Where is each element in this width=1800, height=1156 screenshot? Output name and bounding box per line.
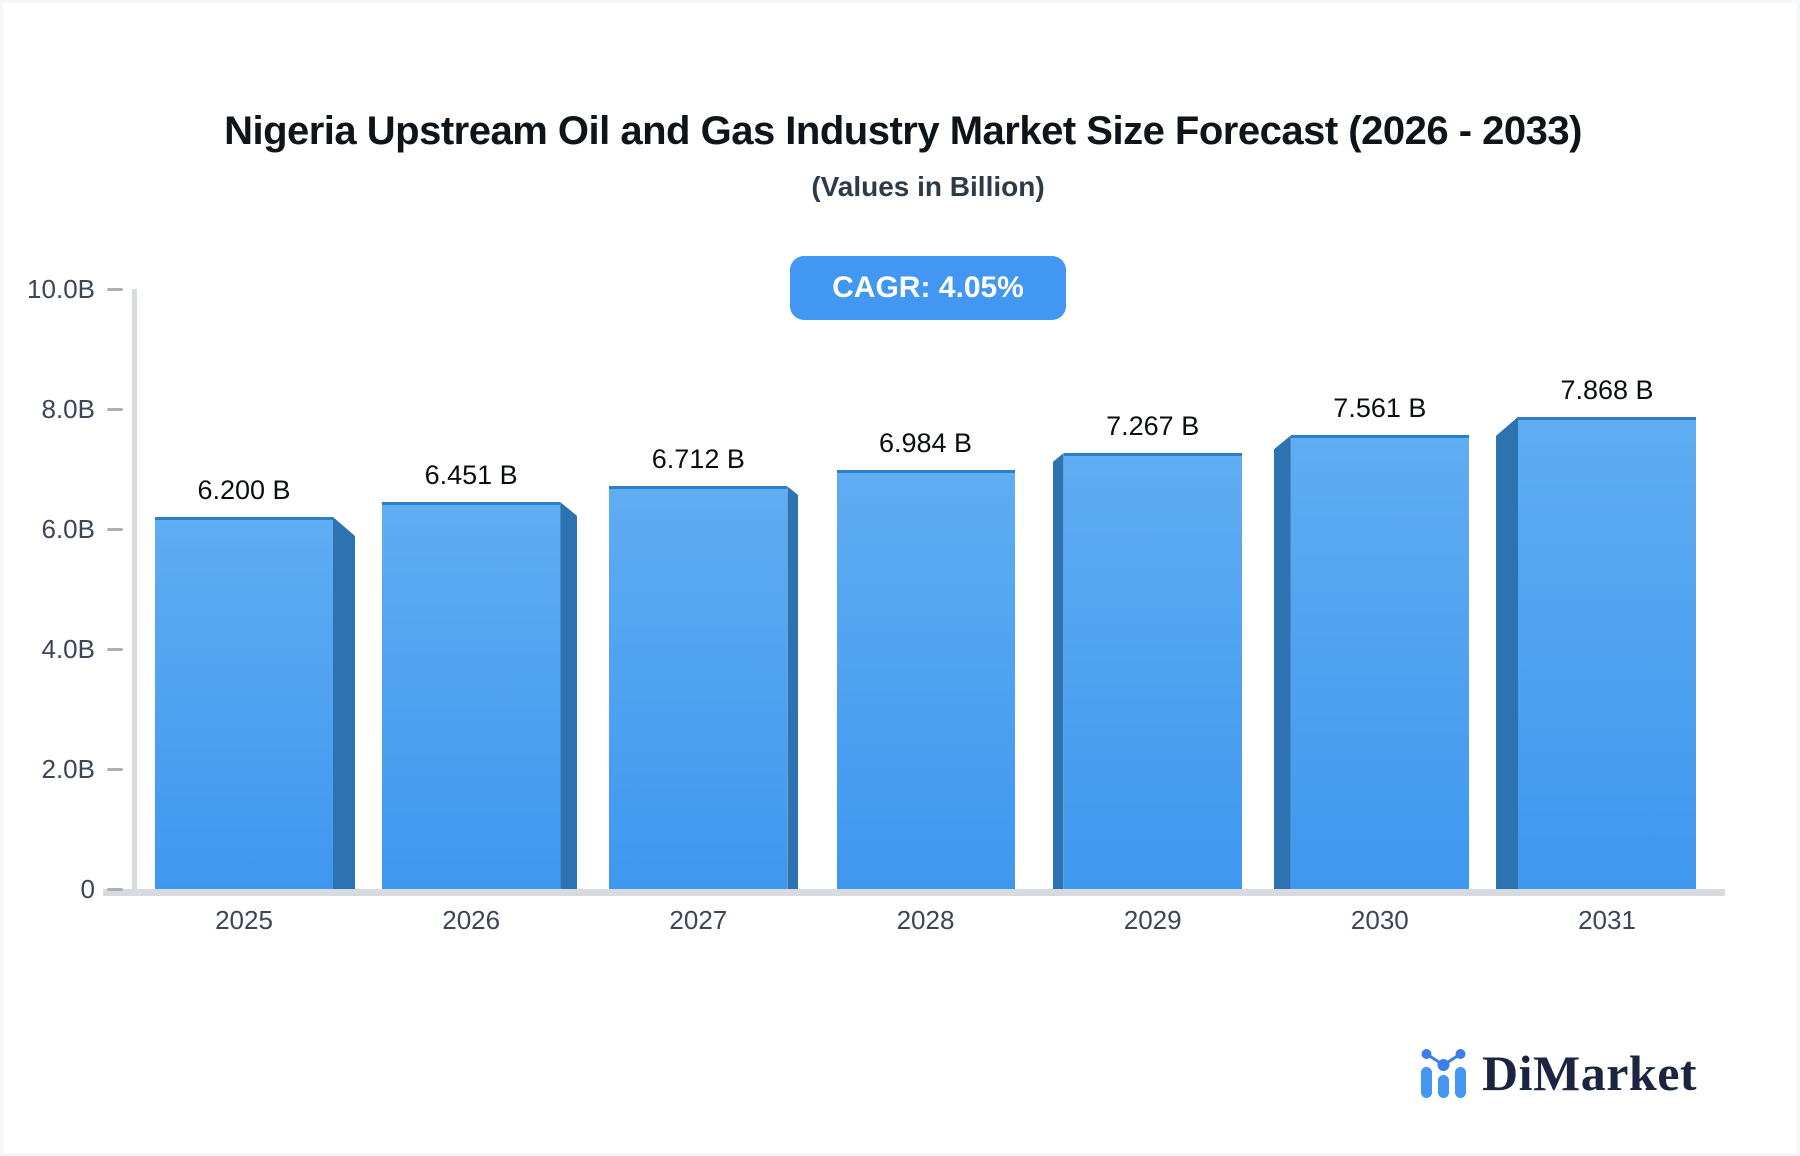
x-axis-label: 2027: [669, 905, 728, 935]
y-axis-label: 10.0B: [27, 274, 95, 304]
bar-value-label: 6.712 B: [651, 444, 745, 475]
bar-face[interactable]: [382, 501, 561, 889]
dimarket-logo: DiMarket: [1418, 1041, 1698, 1105]
bar-3d-side: [333, 517, 355, 889]
bar-3d-side: [1273, 435, 1291, 889]
y-axis-label: 4.0B: [41, 634, 96, 664]
bar-3d-side: [560, 501, 578, 889]
x-axis-label: 2026: [442, 905, 501, 935]
x-axis-label: 2030: [1350, 905, 1409, 935]
bar-face[interactable]: [155, 517, 333, 889]
y-axis-label: 0: [80, 874, 95, 904]
bar-3d-side: [1496, 416, 1519, 889]
bar-face[interactable]: [609, 486, 788, 889]
chart-title: Nigeria Upstream Oil and Gas Industry Ma…: [224, 109, 1582, 153]
y-axis-tick: [107, 888, 123, 891]
y-axis-tick: [107, 408, 123, 411]
bar-value-label: 7.561 B: [1333, 393, 1427, 424]
bar-3d-side: [787, 486, 799, 889]
x-axis-line: [103, 889, 1725, 896]
cagr-badge-label: CAGR: 4.05%: [832, 271, 1024, 304]
x-axis-label: 2031: [1578, 905, 1636, 935]
y-axis-tick: [107, 768, 123, 771]
bar-face[interactable]: [1063, 452, 1242, 889]
x-axis-label: 2029: [1123, 905, 1182, 935]
bar-face[interactable]: [1290, 435, 1469, 889]
cagr-badge: CAGR: 4.05%: [790, 256, 1066, 320]
bar-3d-side: [1052, 452, 1064, 889]
y-axis-label: 2.0B: [41, 754, 96, 784]
x-axis-label: 2025: [215, 905, 273, 935]
bar-line-chart-icon: [1421, 1049, 1466, 1098]
bar-value-label: 7.267 B: [1106, 410, 1200, 441]
brand-name: DiMarket: [1482, 1045, 1698, 1101]
bar-value-label: 6.451 B: [424, 459, 518, 490]
y-axis-tick: [107, 648, 123, 651]
chart-subtitle: (Values in Billion): [811, 171, 1045, 202]
y-axis-label: 6.0B: [41, 514, 96, 544]
bar-face[interactable]: [836, 469, 1015, 889]
y-axis-tick: [107, 288, 123, 291]
y-axis-tick: [107, 528, 123, 531]
x-axis-label: 2028: [896, 905, 955, 935]
bar-face[interactable]: [1518, 416, 1697, 889]
y-axis-line: [132, 289, 137, 889]
bar-value-label: 7.868 B: [1560, 374, 1654, 405]
bar-value-label: 6.984 B: [878, 427, 973, 458]
bar-value-label: 6.200 B: [197, 475, 291, 505]
y-axis-label: 8.0B: [41, 394, 96, 424]
